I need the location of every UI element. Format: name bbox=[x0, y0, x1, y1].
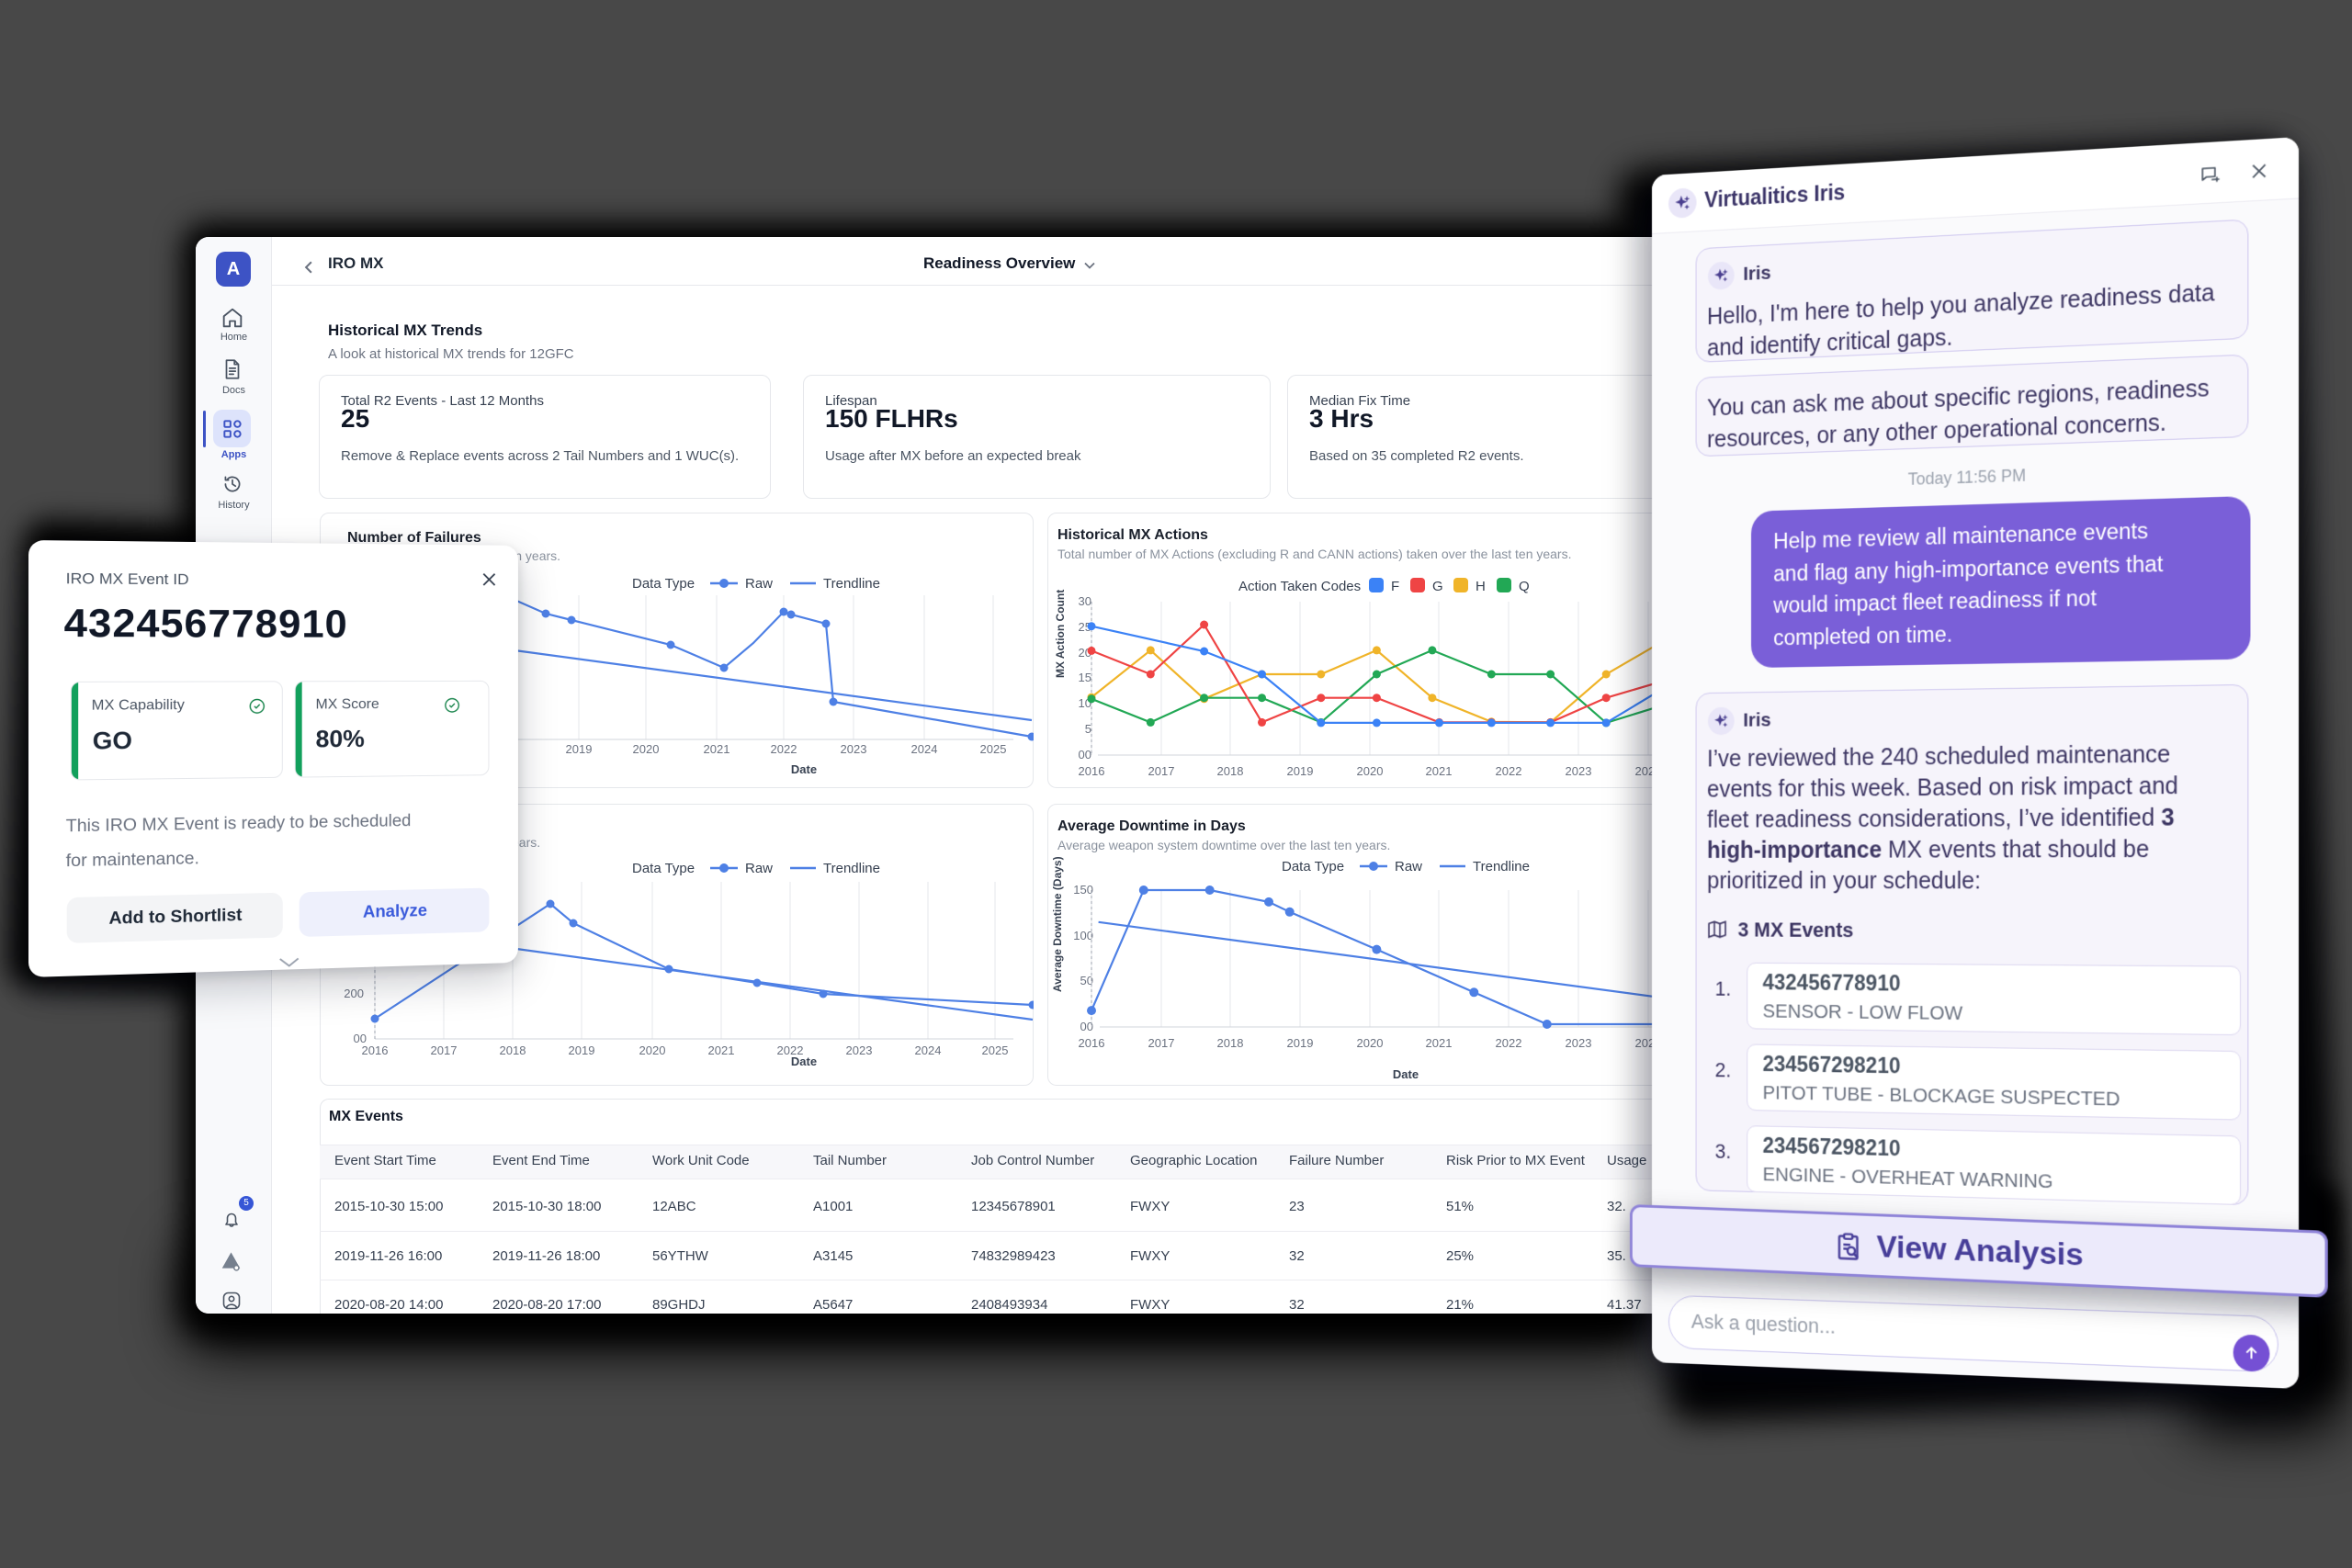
svg-text:25: 25 bbox=[1079, 620, 1091, 634]
svg-text:00: 00 bbox=[1079, 748, 1091, 761]
svg-text:Action Taken Codes: Action Taken Codes bbox=[1238, 579, 1361, 594]
svg-text:15: 15 bbox=[1079, 671, 1091, 684]
svg-text:2023: 2023 bbox=[846, 1043, 873, 1057]
svg-text:2017: 2017 bbox=[1148, 1036, 1175, 1050]
svg-text:2021: 2021 bbox=[708, 1043, 735, 1057]
svg-text:2021: 2021 bbox=[1426, 764, 1453, 778]
svg-text:Historical MX Actions: Historical MX Actions bbox=[1057, 527, 1208, 543]
svg-text:Raw: Raw bbox=[745, 861, 773, 876]
svg-text:2019: 2019 bbox=[1287, 1036, 1314, 1050]
svg-text:50: 50 bbox=[1080, 974, 1093, 987]
svg-text:ears.: ears. bbox=[512, 835, 540, 850]
svg-text:H: H bbox=[1476, 579, 1486, 594]
svg-text:2020: 2020 bbox=[639, 1043, 666, 1057]
svg-text:150: 150 bbox=[1073, 883, 1093, 897]
svg-text:30: 30 bbox=[1079, 594, 1091, 608]
svg-text:Total number of MX Actions (ex: Total number of MX Actions (excluding R … bbox=[1057, 547, 1572, 561]
svg-text:200: 200 bbox=[344, 987, 364, 1000]
svg-text:Trendline: Trendline bbox=[1473, 859, 1530, 874]
svg-text:2019: 2019 bbox=[569, 1043, 595, 1057]
svg-text:2021: 2021 bbox=[704, 742, 730, 756]
svg-text:Data Type: Data Type bbox=[632, 576, 695, 592]
svg-text:2023: 2023 bbox=[841, 742, 867, 756]
svg-text:2023: 2023 bbox=[1566, 1036, 1592, 1050]
svg-text:2020: 2020 bbox=[1357, 1036, 1384, 1050]
svg-text:Trendline: Trendline bbox=[823, 861, 880, 876]
svg-text:2025: 2025 bbox=[982, 1043, 1009, 1057]
svg-text:100: 100 bbox=[1073, 929, 1093, 942]
svg-text:2022: 2022 bbox=[771, 742, 797, 756]
svg-text:2019: 2019 bbox=[1287, 764, 1314, 778]
svg-text:2017: 2017 bbox=[1148, 764, 1175, 778]
svg-text:Q: Q bbox=[1519, 579, 1530, 594]
svg-text:2020: 2020 bbox=[633, 742, 660, 756]
svg-text:2016: 2016 bbox=[1079, 764, 1105, 778]
svg-text:2024: 2024 bbox=[911, 742, 938, 756]
svg-text:2019: 2019 bbox=[566, 742, 593, 756]
svg-text:2020: 2020 bbox=[1357, 764, 1384, 778]
svg-text:2018: 2018 bbox=[500, 1043, 526, 1057]
svg-text:2016: 2016 bbox=[1079, 1036, 1105, 1050]
svg-text:Average Downtime (Days): Average Downtime (Days) bbox=[1051, 856, 1064, 992]
svg-text:Date: Date bbox=[1393, 1067, 1419, 1081]
svg-text:Date: Date bbox=[791, 762, 817, 776]
svg-text:MX Action Count: MX Action Count bbox=[1054, 590, 1067, 678]
svg-text:00: 00 bbox=[354, 1032, 367, 1045]
svg-text:2022: 2022 bbox=[777, 1043, 804, 1057]
svg-text:2016: 2016 bbox=[362, 1043, 389, 1057]
svg-text:Date: Date bbox=[791, 1055, 817, 1068]
svg-text:Data Type: Data Type bbox=[632, 861, 695, 876]
svg-text:2022: 2022 bbox=[1496, 1036, 1522, 1050]
svg-text:5: 5 bbox=[1085, 722, 1091, 736]
svg-text:Data Type: Data Type bbox=[1282, 859, 1344, 874]
svg-text:2018: 2018 bbox=[1217, 1036, 1244, 1050]
svg-text:G: G bbox=[1432, 579, 1443, 594]
svg-text:2022: 2022 bbox=[1496, 764, 1522, 778]
svg-text:Number of Failures: Number of Failures bbox=[347, 530, 481, 546]
svg-text:00: 00 bbox=[1080, 1020, 1093, 1033]
svg-text:2017: 2017 bbox=[431, 1043, 458, 1057]
svg-text:Average Downtime in Days: Average Downtime in Days bbox=[1057, 818, 1246, 834]
svg-text:Trendline: Trendline bbox=[823, 576, 880, 592]
svg-text:2023: 2023 bbox=[1566, 764, 1592, 778]
svg-text:2025: 2025 bbox=[980, 742, 1007, 756]
svg-text:Average weapon system downtime: Average weapon system downtime over the … bbox=[1057, 838, 1390, 852]
svg-text:2024: 2024 bbox=[915, 1043, 942, 1057]
svg-text:2021: 2021 bbox=[1426, 1036, 1453, 1050]
svg-text:F: F bbox=[1391, 579, 1399, 594]
svg-text:2018: 2018 bbox=[1217, 764, 1244, 778]
svg-text:Raw: Raw bbox=[745, 576, 773, 592]
svg-text:Raw: Raw bbox=[1395, 859, 1422, 874]
